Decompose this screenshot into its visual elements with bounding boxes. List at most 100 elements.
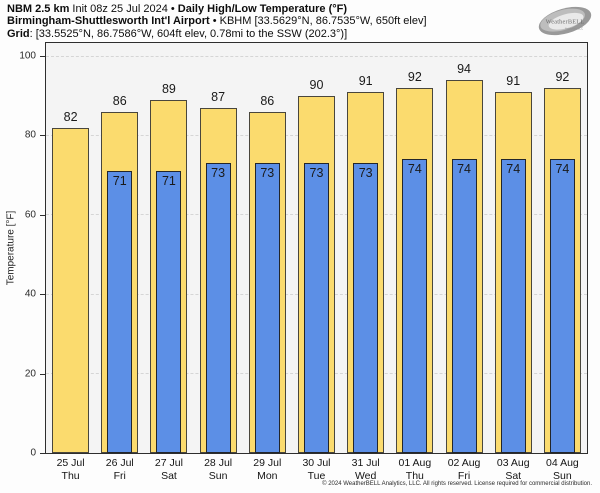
bar-group: 90 73	[292, 43, 341, 453]
low-temp-bar	[402, 159, 428, 453]
gridline	[46, 55, 587, 57]
low-temp-bar	[303, 163, 329, 453]
low-value-label: 73	[358, 166, 373, 181]
low-value-label: 73	[211, 166, 226, 181]
x-tick-day-label: Sun	[208, 470, 228, 482]
low-temp-bar	[451, 159, 477, 453]
x-tick-label: 02 Aug Fri	[439, 457, 488, 483]
y-tick-label: 60	[24, 209, 36, 221]
init-time: Init 08z 25 Jul 2024	[69, 3, 171, 15]
x-tick-label: 04 Aug Sun	[538, 457, 587, 483]
weatherbell-logo: WeatherBELL Analytics LLC	[536, 2, 594, 40]
y-tick-mark	[40, 135, 45, 137]
x-tick-day-label: Sat	[161, 470, 177, 482]
low-value-label: 73	[260, 166, 275, 181]
y-tick-label: 80	[24, 129, 36, 141]
x-tick-label: 30 Jul Tue	[292, 457, 341, 483]
copyright-text: © 2024 WeatherBELL Analytics, LLC. All r…	[322, 481, 592, 487]
x-tick-label: 27 Jul Sat	[144, 457, 193, 483]
low-temp-bar	[500, 159, 526, 453]
bar-group: 91 73	[341, 43, 390, 453]
y-axis: 0 20 40 60 80 100	[0, 43, 45, 459]
x-tick-label: 03 Aug Sat	[489, 457, 538, 483]
y-tick-mark	[40, 214, 45, 216]
high-value-label: 91	[506, 73, 521, 88]
bar-group: 94 74	[439, 43, 488, 453]
bar-group: 87 73	[194, 43, 243, 453]
x-tick-label: 29 Jul Mon	[243, 457, 292, 483]
y-tick-mark	[40, 453, 45, 454]
y-tick-label: 100	[19, 50, 36, 62]
low-value-label: 74	[457, 162, 471, 177]
bar-group: 86 73	[243, 43, 292, 453]
low-value-label: 71	[161, 174, 176, 189]
chart-title-line1: NBM 2.5 km Init 08z 25 Jul 2024 • Daily …	[7, 3, 427, 15]
x-tick-day-label: Tue	[307, 470, 326, 482]
low-value-label: 74	[555, 162, 570, 177]
model-name: NBM 2.5 km	[7, 3, 70, 15]
low-value-label: 74	[407, 162, 422, 177]
x-tick-day-label: Mon	[257, 470, 278, 482]
low-temp-bar	[353, 163, 379, 453]
low-temp-bar	[107, 171, 133, 453]
plot-area: 82 86 71 89 71 87 73 86 73 90 73 91 73 92 74 94 74 91 74 92…	[45, 42, 588, 454]
station-name: Birmingham-Shuttlesworth Int'l Airport	[7, 15, 210, 28]
bar-group: 82	[46, 43, 95, 453]
bar-group: 92 74	[390, 43, 439, 453]
x-tick-day-label: Fri	[113, 470, 126, 482]
high-value-label: 90	[309, 77, 324, 92]
grid-label: Grid	[7, 27, 30, 40]
x-tick-label: 31 Jul Wed	[341, 457, 390, 483]
low-temp-bar	[549, 159, 575, 453]
weatherbell-swirl-icon: WeatherBELL Analytics LLC	[538, 6, 592, 36]
low-temp-bar	[156, 171, 182, 453]
title-separator: •	[170, 3, 178, 15]
high-value-label: 91	[358, 73, 373, 88]
high-value-label: 86	[260, 93, 275, 108]
x-axis: 25 Jul Thu 26 Jul Fri 27 Jul Sat 28 Jul Sun 29 J…	[46, 457, 587, 485]
y-tick-mark	[40, 56, 45, 58]
x-tick-label: 01 Aug Thu	[390, 457, 439, 483]
chart-title-line3: Grid: [33.5525°N, 86.7586°W, 604ft elev,…	[7, 28, 427, 40]
station-meta: KBHM [33.5629°N, 86.7535°W, 650ft elev]	[219, 15, 427, 28]
grid-meta: : [33.5525°N, 86.7586°W, 604ft elev, 0.7…	[29, 27, 348, 40]
bar-group: 91 74	[489, 43, 538, 453]
logo-text: WeatherBELL	[546, 19, 585, 26]
low-temp-bar	[205, 163, 231, 453]
chart-header: NBM 2.5 km Init 08z 25 Jul 2024 • Daily …	[7, 3, 427, 40]
x-tick-label: 28 Jul Sun	[194, 457, 243, 483]
low-temp-bar	[254, 163, 280, 453]
high-value-label: 89	[161, 81, 176, 96]
high-value-label: 82	[63, 109, 78, 124]
low-value-label: 74	[506, 162, 521, 177]
high-value-label: 94	[457, 61, 471, 76]
x-tick-day-label: Sun	[553, 470, 572, 482]
high-value-label: 87	[211, 89, 226, 104]
chart-title-line2: Birmingham-Shuttlesworth Int'l Airport •…	[7, 15, 427, 27]
y-tick-mark	[40, 294, 45, 296]
high-value-label: 86	[112, 93, 127, 108]
x-tick-day-label: Thu	[61, 470, 80, 482]
x-tick-label: 25 Jul Thu	[46, 457, 95, 483]
low-value-label: 71	[112, 174, 127, 189]
x-tick-day-label: Wed	[354, 470, 377, 482]
high-temp-bar	[52, 127, 90, 453]
x-tick-label: 26 Jul Fri	[95, 457, 144, 483]
y-tick-label: 40	[24, 288, 36, 300]
station-separator: •	[209, 15, 220, 28]
y-tick-label: 20	[24, 368, 36, 380]
y-tick-label: 0	[30, 447, 36, 459]
x-tick-day-label: Thu	[405, 470, 424, 482]
product-name: Daily High/Low Temperature (°F)	[177, 3, 348, 15]
high-value-label: 92	[555, 69, 570, 84]
x-tick-day-label: Fri	[457, 470, 471, 482]
logo-subtext: Analytics LLC	[565, 27, 584, 31]
y-tick-mark	[40, 373, 45, 375]
bar-group: 89 71	[144, 43, 193, 453]
high-value-label: 92	[407, 69, 422, 84]
low-value-label: 73	[309, 166, 324, 181]
bar-group: 86 71	[95, 43, 144, 453]
bar-group: 92 74	[538, 43, 587, 453]
x-tick-day-label: Sat	[505, 470, 522, 482]
